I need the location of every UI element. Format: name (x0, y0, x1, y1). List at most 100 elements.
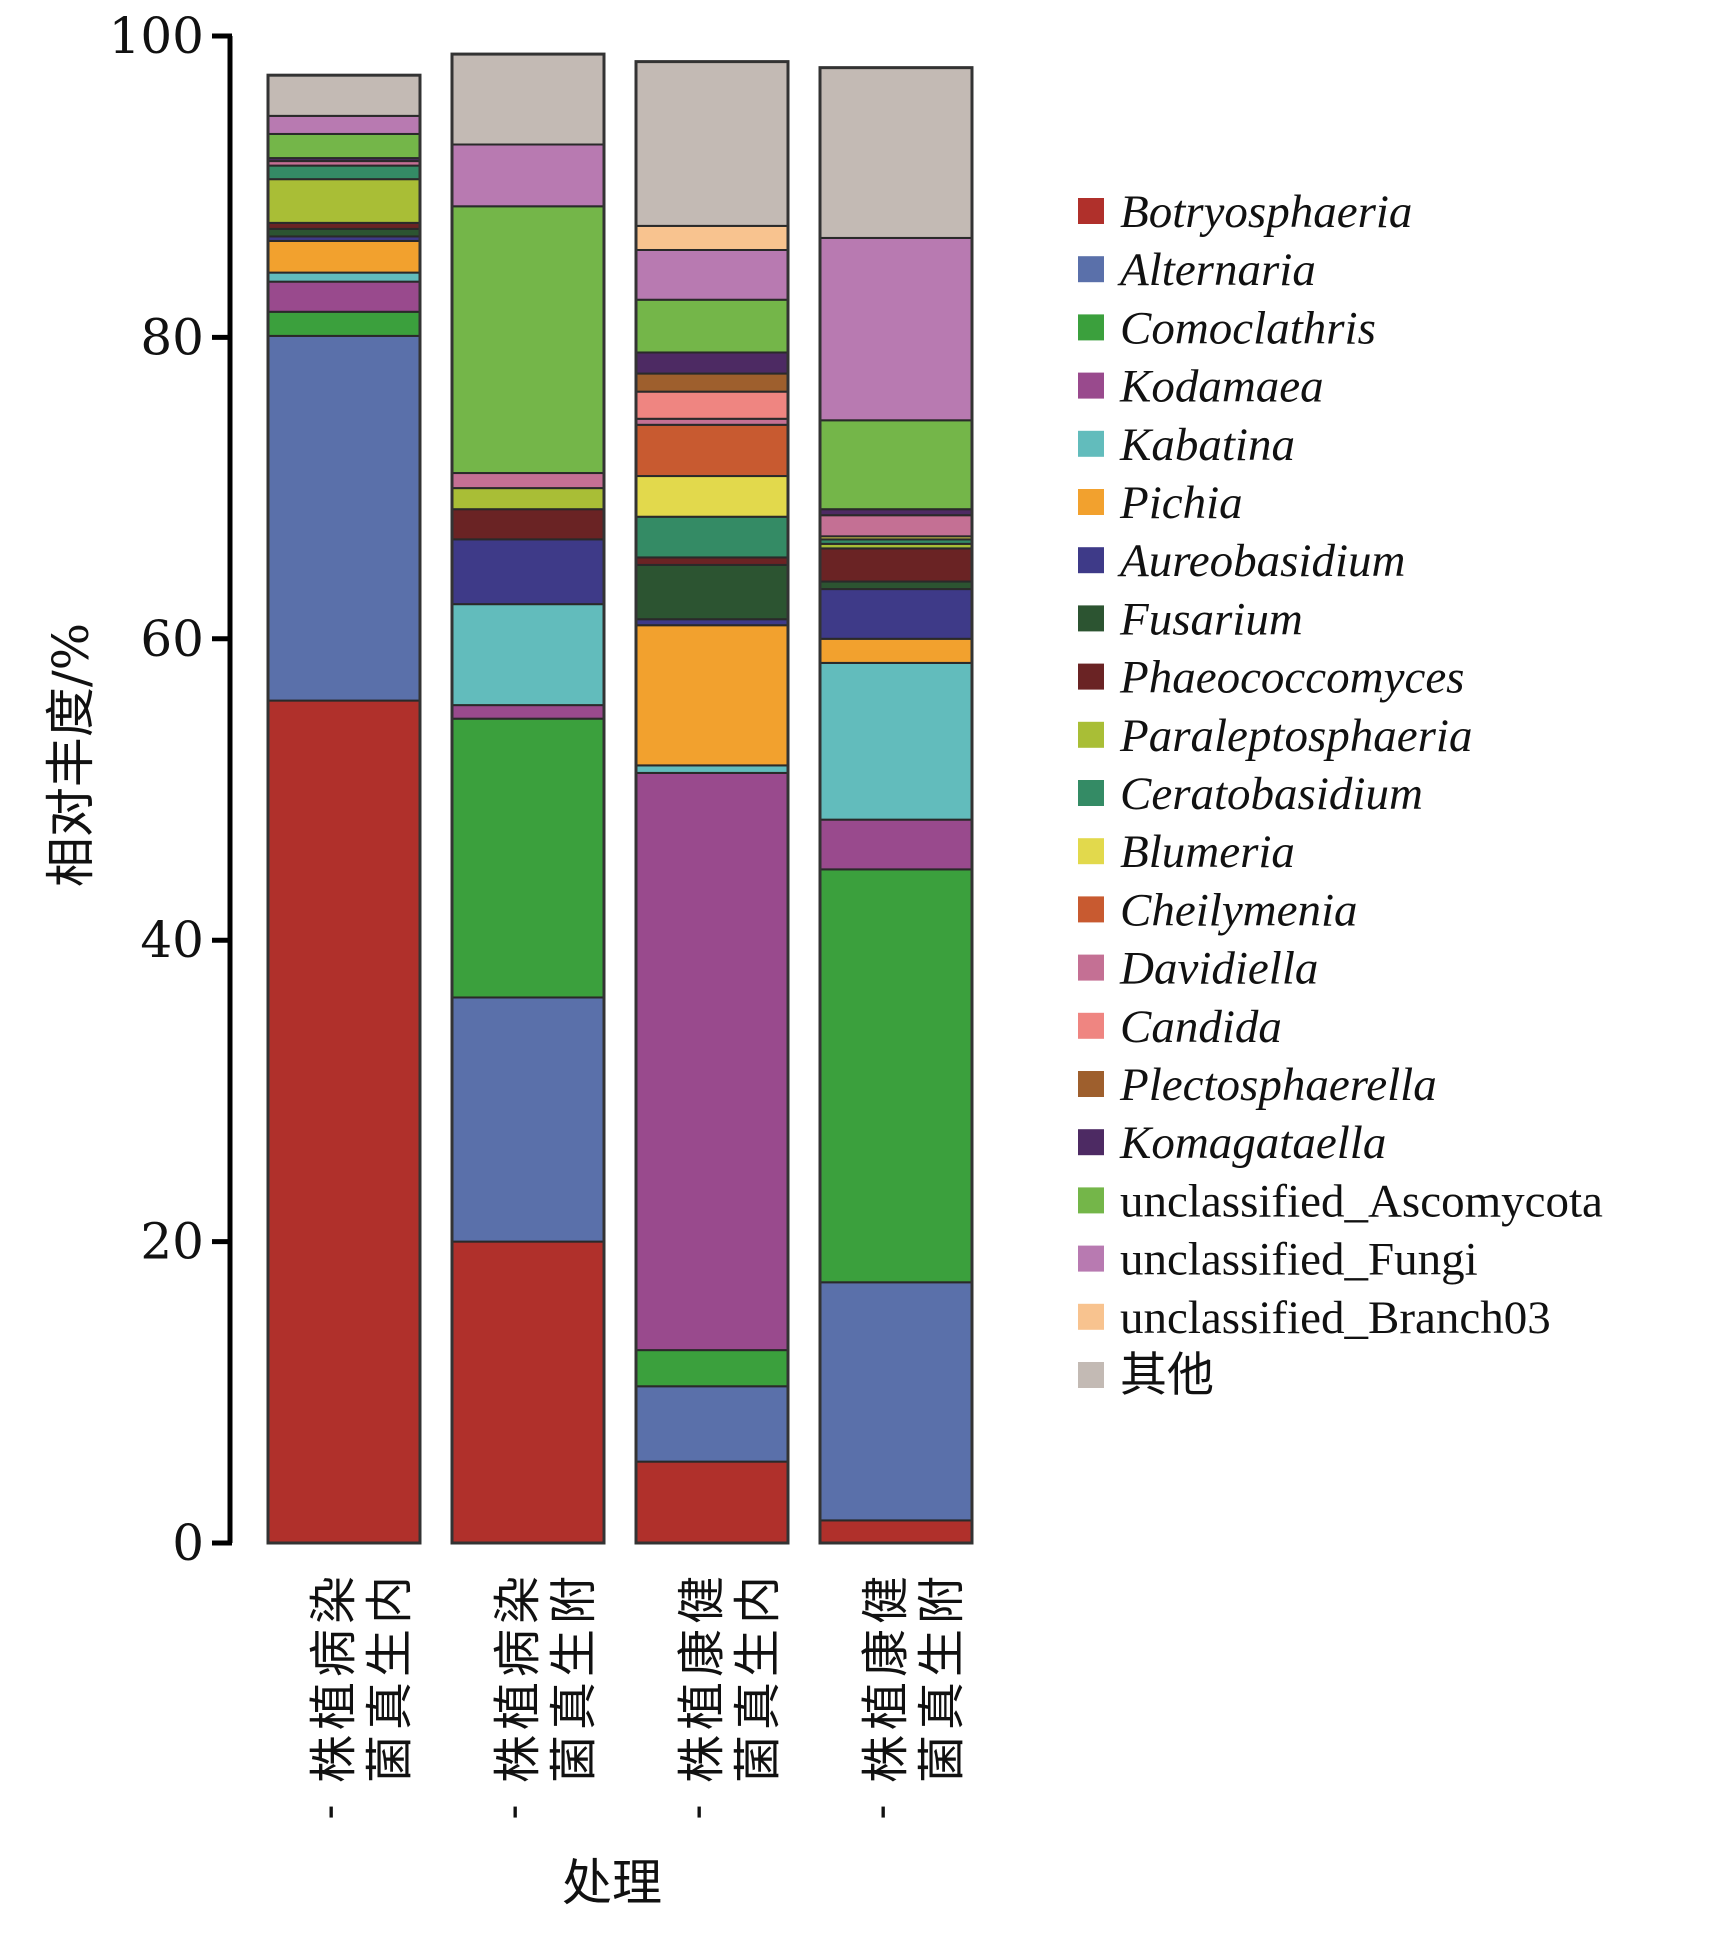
legend-label: Alternaria (1117, 244, 1316, 296)
bar-segment (819, 419, 973, 511)
x-category-char: 染 (306, 1576, 362, 1624)
legend-swatch (1078, 721, 1104, 748)
bars-group (266, 52, 974, 1545)
bar-segment (635, 224, 789, 251)
bar-stack-2 (450, 52, 606, 1545)
legend-item: Pichia (1078, 477, 1243, 529)
x-category-char: - (677, 1805, 728, 1820)
legend-swatch (1078, 954, 1104, 981)
legend-item: Phaeococcomyces (1078, 652, 1464, 704)
legend-swatch (1078, 1245, 1104, 1272)
legend-item: Kabatina (1078, 419, 1295, 471)
bar-segment (267, 132, 421, 160)
legend-swatch (1078, 780, 1104, 806)
legend-item: unclassified_Branch03 (1078, 1292, 1551, 1344)
legend-label: Ceratobasidium (1120, 768, 1423, 820)
x-category-char: 病 (306, 1629, 362, 1677)
x-category-char: 菌 (914, 1735, 970, 1783)
legend-label: unclassified_Ascomycota (1120, 1175, 1603, 1227)
legend-label: Phaeococcomyces (1119, 652, 1464, 704)
legend-item: Fusarium (1078, 593, 1303, 645)
x-category-char: 真 (914, 1682, 970, 1730)
bar-segment (819, 661, 973, 821)
x-category-char: 植 (858, 1682, 914, 1730)
legend-swatch (1078, 663, 1104, 690)
bar-segment (451, 717, 605, 999)
x-category-char: - (493, 1805, 544, 1820)
legend-item: Davidiella (1078, 943, 1318, 995)
bar-segment (635, 475, 789, 518)
legend-label: Plectosphaerella (1119, 1059, 1437, 1111)
x-category-char: 株 (858, 1735, 914, 1783)
legend-swatch (1078, 1187, 1104, 1214)
x-category-char: - (309, 1805, 360, 1820)
x-category-char: 株 (674, 1735, 730, 1783)
bar-outline (450, 52, 606, 1545)
y-tick-label: 80 (140, 308, 204, 366)
bar-stack-1 (266, 73, 422, 1545)
bar-segment (267, 280, 421, 313)
legend-item: Candida (1078, 1001, 1282, 1053)
bar-segment (819, 236, 973, 422)
legend-item: Alternaria (1078, 244, 1316, 296)
legend-item: Kodamaea (1078, 361, 1324, 413)
x-category-char: 康 (674, 1629, 730, 1677)
bar-segment (819, 514, 973, 538)
x-category-char: 染 (490, 1576, 546, 1624)
x-category-char: 病 (490, 1629, 546, 1677)
bar-segment (267, 239, 421, 274)
bar-segment (451, 1240, 605, 1544)
legend-label: unclassified_Branch03 (1120, 1292, 1551, 1344)
y-tick-label: 60 (140, 610, 204, 668)
x-category-char: 康 (858, 1629, 914, 1677)
x-category-char: 内 (730, 1576, 786, 1624)
legend-swatch (1078, 1012, 1104, 1039)
legend-swatch (1078, 1303, 1104, 1330)
bar-segment (451, 205, 605, 475)
bar-segment (451, 704, 605, 720)
legend-label: Blumeria (1120, 826, 1295, 878)
legend-item: Paraleptosphaeria (1078, 710, 1472, 762)
bar-segment (451, 143, 605, 208)
x-category-char: 植 (490, 1682, 546, 1730)
bar-segment (819, 588, 973, 640)
x-category-char: 植 (674, 1682, 730, 1730)
x-category-char: 附 (546, 1576, 602, 1624)
bar-segment (451, 487, 605, 511)
legend-label: Davidiella (1119, 943, 1318, 995)
bar-segment (635, 390, 789, 420)
x-category-char: 菌 (546, 1735, 602, 1783)
legend-item: Cheilymenia (1078, 884, 1358, 936)
x-category-char: 生 (546, 1629, 602, 1677)
bar-segment (635, 351, 789, 375)
legend-item: unclassified_Ascomycota (1078, 1175, 1603, 1227)
y-tick-label: 40 (140, 911, 204, 969)
bar-stack-3 (634, 60, 790, 1545)
legend-swatch (1078, 198, 1104, 224)
bar-segment (635, 298, 789, 354)
bar-segment (451, 538, 605, 606)
bar-outline (634, 60, 790, 1545)
bar-segment (819, 66, 973, 239)
legend-label: Comoclathris (1120, 302, 1376, 354)
legend-label: Pichia (1119, 477, 1243, 529)
bar-segment (451, 508, 605, 541)
y-tick-label: 0 (172, 1514, 204, 1572)
bar-segment (635, 764, 789, 774)
legend-swatch (1078, 1362, 1104, 1388)
x-category-char: 生 (914, 1629, 970, 1677)
legend-swatch (1078, 547, 1104, 574)
bar-segment (635, 556, 789, 566)
bar-segment (635, 1460, 789, 1544)
legend-label: Kodamaea (1119, 361, 1324, 413)
legend-label: Fusarium (1119, 593, 1303, 645)
legend-swatch (1078, 1071, 1104, 1097)
legend-swatch (1078, 896, 1104, 923)
legend: Botryosphaeria Alternaria Comoclathris Koda… (1078, 186, 1603, 1402)
legend-item: Blumeria (1078, 826, 1295, 878)
x-category-char: 株 (490, 1735, 546, 1783)
